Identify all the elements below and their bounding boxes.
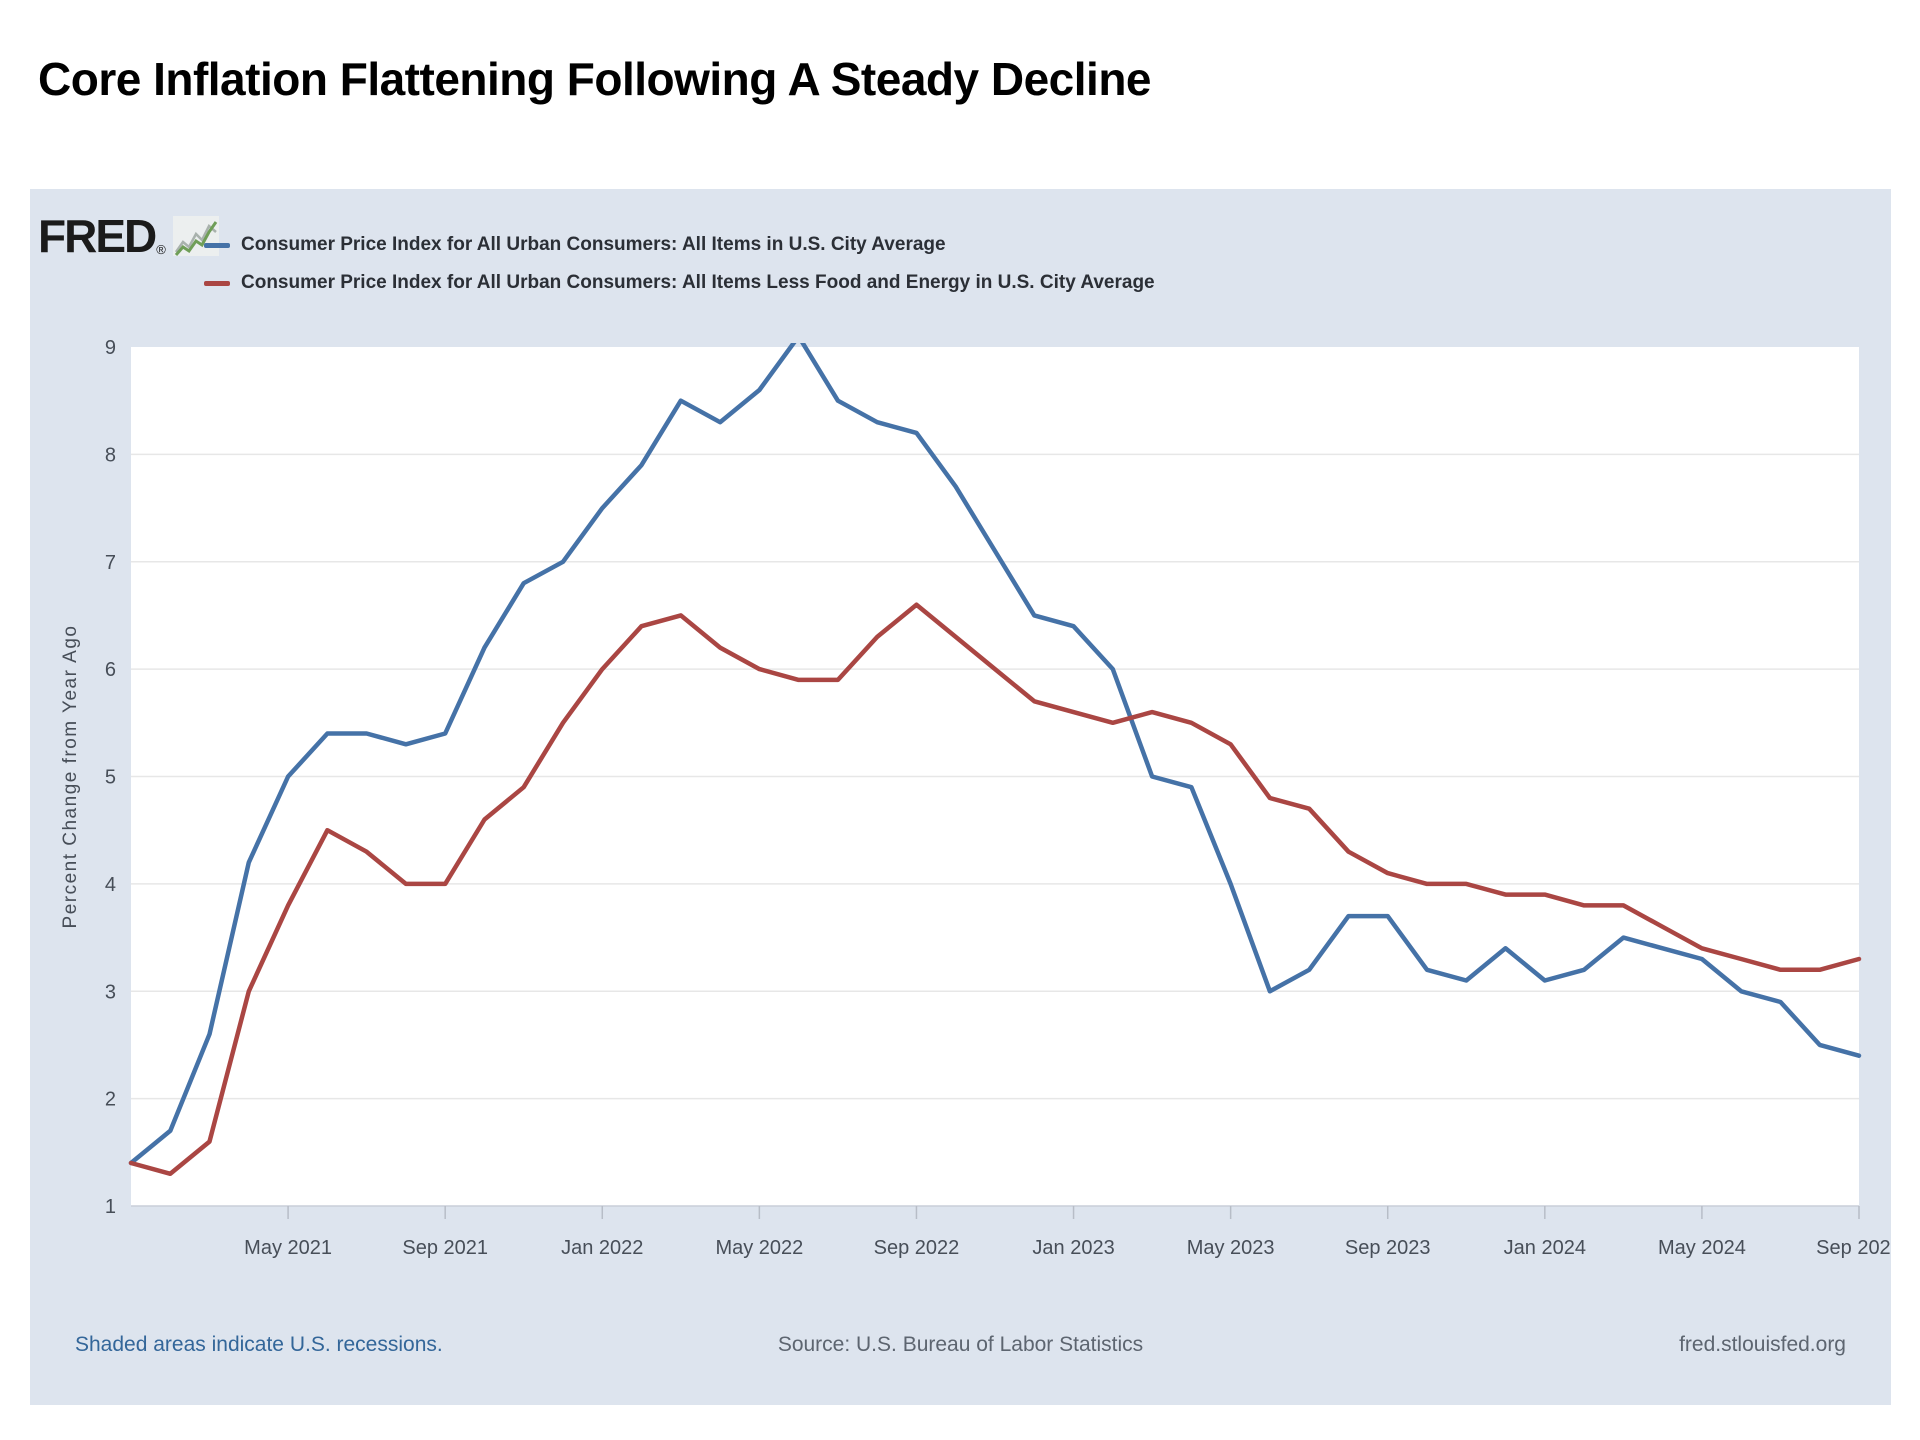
y-tick-label-6: 6	[105, 659, 116, 681]
x-tick-label: Sep 2022	[874, 1237, 960, 1259]
cpi-line-chart: 1 2 3 4 5 6 7 8 9 May 2021 Sep 2021 Jan 2022 May 202…	[60, 337, 1891, 1259]
legend-label-core: Consumer Price Index for All Urban Consu…	[241, 272, 1155, 293]
source-text: Source: U.S. Bureau of Labor Statistics	[777, 1333, 1144, 1356]
x-tick-label: May 2023	[1187, 1237, 1275, 1259]
x-tick-label: Jan 2024	[1504, 1237, 1586, 1259]
chart-footer: Shaded areas indicate U.S. recessions. S…	[75, 1325, 1846, 1369]
legend: Consumer Price Index for All Urban Consu…	[204, 226, 1155, 302]
legend-marker-all-items	[204, 242, 230, 248]
series-line-all-items	[128, 343, 1862, 1166]
y-tick-label-7: 7	[105, 552, 116, 574]
x-tick-label: Jan 2023	[1032, 1237, 1114, 1259]
y-tick-label-8: 8	[105, 444, 116, 466]
fred-sparkline-icon	[172, 216, 219, 256]
y-tick-label-2: 2	[105, 1089, 116, 1111]
legend-item-cpi-core: Consumer Price Index for All Urban Consu…	[204, 264, 1155, 302]
y-axis-title: Percent Change from Year Ago	[60, 625, 81, 929]
x-tick-label: Jan 2022	[561, 1237, 643, 1259]
page-title: Core Inflation Flattening Following A St…	[38, 53, 1152, 105]
registered-trademark-symbol: ®	[156, 242, 166, 257]
fred-logo-text: FRED	[38, 210, 157, 262]
y-tick-label-9: 9	[105, 337, 116, 359]
fred-logo: FRED ®	[38, 205, 220, 267]
legend-item-cpi-all-items: Consumer Price Index for All Urban Consu…	[204, 226, 1155, 264]
x-tick-label: Sep 2021	[402, 1237, 488, 1259]
x-tick-label: Sep 2024	[1816, 1237, 1891, 1259]
y-tick-label-4: 4	[105, 874, 116, 896]
x-tick-label: May 2024	[1658, 1237, 1746, 1259]
x-tick-label: Sep 2023	[1345, 1237, 1431, 1259]
y-tick-label-3: 3	[105, 981, 116, 1003]
x-tick-label: May 2021	[244, 1237, 332, 1259]
series-line-core	[128, 602, 1862, 1177]
fred-chart-card: FRED ® Consumer Price Index for All Urba…	[30, 189, 1891, 1405]
fred-site-link[interactable]: fred.stlouisfed.org	[1679, 1333, 1846, 1356]
y-tick-label-1: 1	[105, 1196, 116, 1218]
legend-marker-core	[204, 280, 230, 286]
recessions-note-link[interactable]: Shaded areas indicate U.S. recessions.	[75, 1333, 443, 1356]
x-tick-label: May 2022	[715, 1237, 803, 1259]
y-tick-label-5: 5	[105, 767, 116, 789]
legend-label-all-items: Consumer Price Index for All Urban Consu…	[241, 234, 946, 255]
